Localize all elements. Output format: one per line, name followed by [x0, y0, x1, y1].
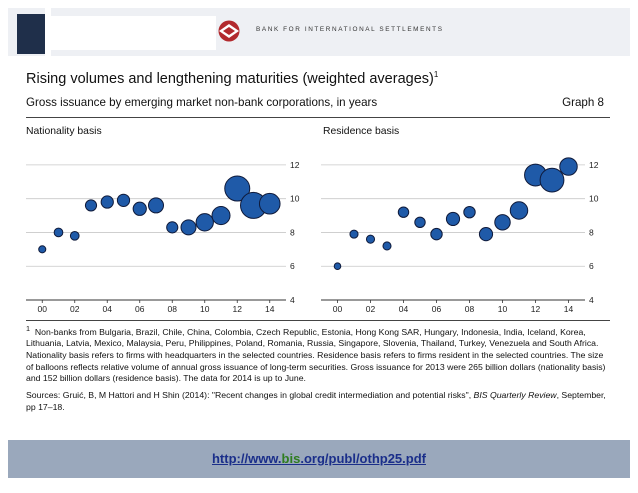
url-prefix: http://www. [211, 451, 282, 466]
header-rule [26, 117, 610, 118]
top-banner [8, 8, 630, 56]
bis-logo-icon [218, 20, 240, 42]
x-tick-label-06: 06 [135, 304, 145, 314]
notes-rule [26, 320, 610, 321]
sources-journal: BIS Quarterly Review [473, 390, 557, 400]
y-tick-label-8: 8 [589, 227, 594, 237]
bank-name: BANK FOR INTERNATIONAL SETTLEMENTS [256, 26, 444, 33]
bubble-2007 [445, 211, 461, 227]
y-tick-label-10: 10 [290, 194, 300, 204]
banner-dark-block [17, 14, 45, 54]
bubble-2008 [166, 221, 179, 234]
bubble-2013 [539, 167, 565, 193]
sources-tail: , September, pp 17–18. [26, 390, 606, 412]
url-suffix: .org/publ/othp25.pdf [300, 451, 426, 466]
y-tick-label-8: 8 [290, 227, 295, 237]
x-tick-label-10: 10 [200, 304, 210, 314]
y-tick-label-12: 12 [290, 160, 300, 170]
sources-lead: Sources: Gruić, B, M Hattori and H Shin … [26, 390, 472, 400]
x-tick-label-08: 08 [168, 304, 178, 314]
x-tick-label-04: 04 [399, 304, 409, 314]
x-tick-label-12: 12 [233, 304, 243, 314]
bubble-2001 [53, 227, 64, 238]
panel-title-residence: Residence basis [323, 126, 400, 137]
y-tick-label-6: 6 [589, 261, 594, 271]
bubble-2011 [509, 201, 529, 220]
url-bar: http://www.bis.org/publ/othp25.pdf [8, 440, 630, 478]
graph-number: Graph 8 [562, 96, 604, 109]
banner-divider [45, 8, 51, 56]
x-tick-label-10: 10 [498, 304, 508, 314]
footnote-paragraph: 1 Non-banks from Bulgaria, Brazil, Chile… [26, 323, 610, 385]
bubble-2001 [349, 229, 359, 239]
bubble-2010 [195, 213, 214, 232]
y-tick-label-10: 10 [589, 194, 599, 204]
y-tick-label-12: 12 [589, 160, 599, 170]
x-tick-label-04: 04 [103, 304, 113, 314]
footnote-marker: 1 [26, 324, 31, 333]
bubble-2003 [382, 241, 392, 251]
figure-title: Rising volumes and lengthening maturitie… [26, 70, 438, 87]
panel-title-nationality: Nationality basis [26, 126, 102, 137]
x-tick-label-02: 02 [366, 304, 376, 314]
bubble-2004 [100, 195, 114, 209]
bubble-2011 [211, 206, 231, 226]
bubble-2002 [365, 234, 376, 244]
y-tick-label-6: 6 [290, 261, 295, 271]
x-tick-label-08: 08 [465, 304, 475, 314]
source-url-link[interactable]: http://www.bis.org/publ/othp25.pdf [8, 451, 630, 466]
x-tick-label-00: 00 [38, 304, 48, 314]
x-tick-label-14: 14 [265, 304, 275, 314]
x-tick-label-12: 12 [531, 304, 541, 314]
bubble-2014 [258, 192, 281, 215]
footnote-block: 1 Non-banks from Bulgaria, Brazil, Chile… [26, 323, 610, 385]
bubble-2004 [397, 206, 410, 218]
figure-subtitle: Gross issuance by emerging market non-ba… [26, 96, 378, 109]
x-tick-label-06: 06 [432, 304, 442, 314]
bubble-2002 [69, 230, 80, 241]
bubble-2014 [559, 157, 578, 176]
bubble-2005 [414, 216, 426, 229]
residence-bubble-chart: 4 6 8 10 12 00 02 04 06 08 10 12 14 [321, 157, 599, 314]
footnote-text: Non-banks from Bulgaria, Brazil, Chile, … [26, 326, 606, 384]
bubble-2000 [38, 245, 47, 254]
sources-block: Sources: Gruić, B, M Hattori and H Shin … [26, 390, 610, 413]
bubble-2010 [494, 214, 511, 231]
banner-light-strip [51, 16, 216, 50]
bubble-2000 [333, 262, 342, 271]
x-tick-label-14: 14 [564, 304, 574, 314]
bubble-2008 [463, 205, 476, 219]
y-tick-label-4: 4 [290, 295, 295, 305]
y-tick-label-4: 4 [589, 295, 594, 305]
graph-panel [14, 62, 624, 440]
bubble-2012 [224, 175, 251, 202]
bubble-2005 [116, 193, 131, 207]
figure-title-footnote: 1 [433, 70, 439, 79]
bubble-2007 [148, 197, 164, 214]
bubble-2006 [430, 227, 443, 241]
x-tick-label-00: 00 [333, 304, 343, 314]
bubble-2003 [84, 199, 98, 212]
bubble-2009 [478, 227, 494, 242]
url-domain: bis [281, 451, 301, 466]
nationality-bubble-chart: 4 6 8 10 12 00 02 04 06 08 10 12 14 [26, 160, 300, 314]
x-tick-label-02: 02 [70, 304, 80, 314]
figure-title-text: Rising volumes and lengthening maturitie… [26, 70, 434, 87]
bubble-2006 [132, 201, 147, 216]
bubble-2009 [180, 219, 197, 236]
